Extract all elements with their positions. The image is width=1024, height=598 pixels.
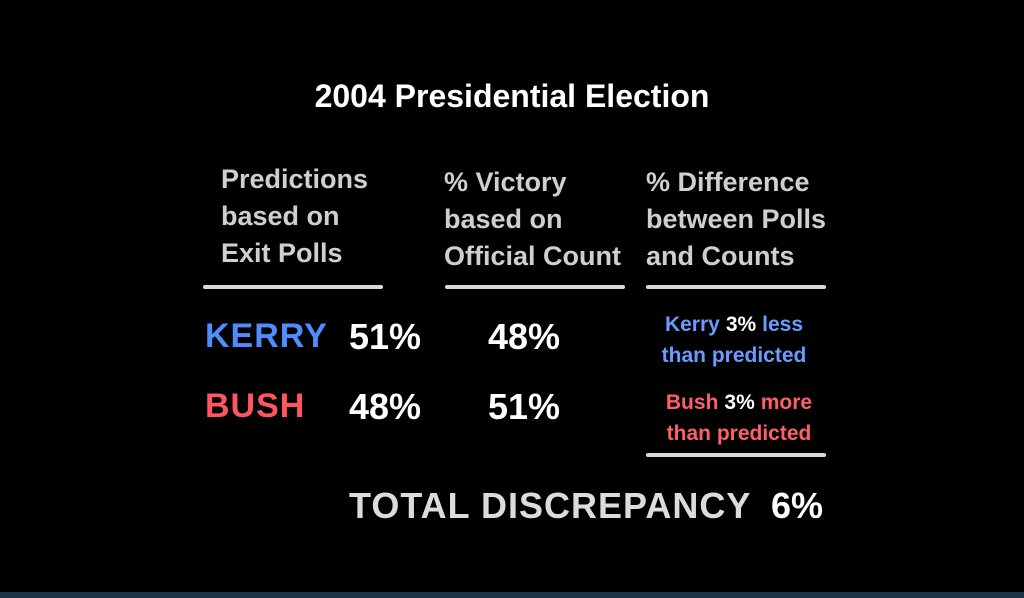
bush-diff-tail: than predicted [666,422,812,445]
header-divider-exit-polls [203,285,383,289]
bush-diff-value: 3% [724,391,755,414]
header-difference-line-1: % Difference [646,167,810,197]
header-difference-line-3: and Counts [646,241,795,271]
header-exit-polls: Predictions based on Exit Polls [221,161,421,272]
bush-diff-word: more [760,391,813,414]
header-official-count: % Victory based on Official Count [444,164,644,275]
total-discrepancy-value: 6% [771,485,824,526]
header-divider-official [445,285,625,289]
kerry-diff-tail: than predicted [661,344,807,367]
kerry-official-pct: 48% [488,316,561,357]
bottom-strip [0,592,1024,598]
header-difference-line-2: between Polls [646,204,827,234]
total-discrepancy-label: TOTAL DISCREPANCY [349,485,752,526]
header-exit-polls-line-3: Exit Polls [221,238,343,268]
header-official-line-2: based on [444,204,563,234]
kerry-diff-value: 3% [725,313,757,336]
candidate-bush: BUSH [205,387,306,425]
page-title: 2004 Presidential Election [314,78,710,114]
total-divider [646,453,826,457]
header-exit-polls-line-2: based on [221,201,340,231]
bush-diff-name: Bush [665,391,719,414]
kerry-diff-word: less [762,313,804,336]
header-official-line-3: Official Count [444,241,621,271]
header-difference: % Difference between Polls and Counts [646,164,846,275]
bush-difference: Bush 3% more than predicted [639,387,839,449]
kerry-difference: Kerry 3% less than predicted [634,309,834,371]
header-exit-polls-line-1: Predictions [221,164,369,194]
header-divider-difference [646,285,826,289]
header-official-line-1: % Victory [444,167,567,197]
bush-exit-poll-pct: 48% [349,386,422,427]
bush-official-pct: 51% [488,386,561,427]
kerry-diff-name: Kerry [664,313,720,336]
kerry-exit-poll-pct: 51% [349,316,422,357]
candidate-kerry: KERRY [205,317,328,355]
